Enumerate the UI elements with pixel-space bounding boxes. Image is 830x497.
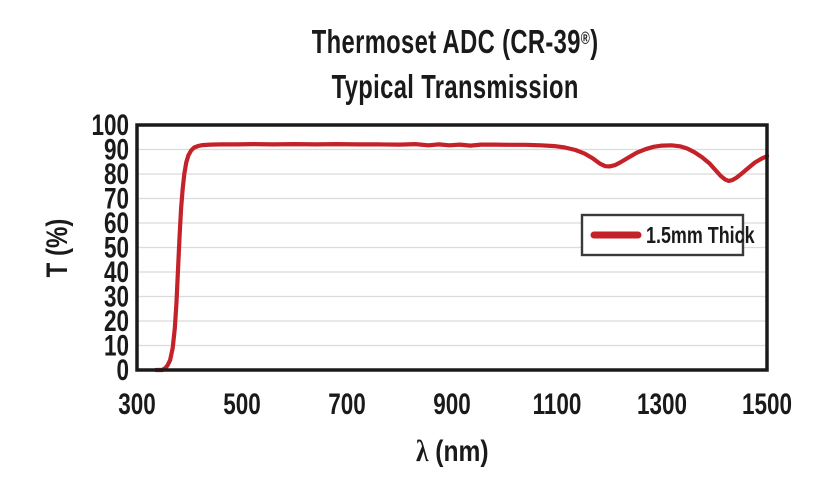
y-tick-label: 50: [104, 230, 129, 264]
registered-trademark-symbol: ®: [580, 27, 591, 48]
chart-title-close-paren: ): [590, 23, 599, 60]
chart-title: Thermoset ADC (CR-39®): [312, 22, 599, 67]
chart-title-text: Thermoset ADC (CR-39: [311, 23, 581, 60]
y-tick-label: 90: [104, 132, 129, 166]
lambda-symbol: λ: [415, 433, 429, 468]
y-tick-label: 40: [104, 255, 129, 289]
chart-subtitle: Typical Transmission: [331, 68, 579, 105]
legend-label: 1.5mm Thick: [646, 223, 755, 249]
y-tick-label: 20: [104, 304, 129, 338]
y-tick-label: 80: [104, 157, 129, 191]
x-tick-label: 700: [328, 387, 366, 421]
chart-title-block: Thermoset ADC (CR-39®) Typical Transmiss…: [40, 22, 830, 107]
x-axis-label-block: λ (nm): [137, 433, 767, 469]
x-axis-unit: (nm): [435, 435, 489, 468]
y-tick-label: 60: [104, 206, 129, 240]
x-tick-label: 1100: [533, 387, 582, 421]
x-axis-label: λ (nm): [416, 433, 489, 469]
y-tick-label: 10: [104, 328, 129, 362]
y-tick-label: 100: [91, 108, 129, 142]
y-tick-label: 30: [104, 279, 129, 313]
y-tick-label: 70: [104, 181, 129, 215]
x-tick-label: 1300: [637, 387, 687, 421]
x-tick-label: 500: [223, 387, 261, 421]
x-tick-label: 1500: [742, 387, 792, 421]
x-tick-label: 300: [118, 387, 156, 421]
x-tick-label: 900: [433, 387, 471, 421]
transmission-curve: [153, 142, 770, 373]
y-tick-label: 0: [116, 353, 129, 387]
plot-frame: [135, 123, 769, 372]
